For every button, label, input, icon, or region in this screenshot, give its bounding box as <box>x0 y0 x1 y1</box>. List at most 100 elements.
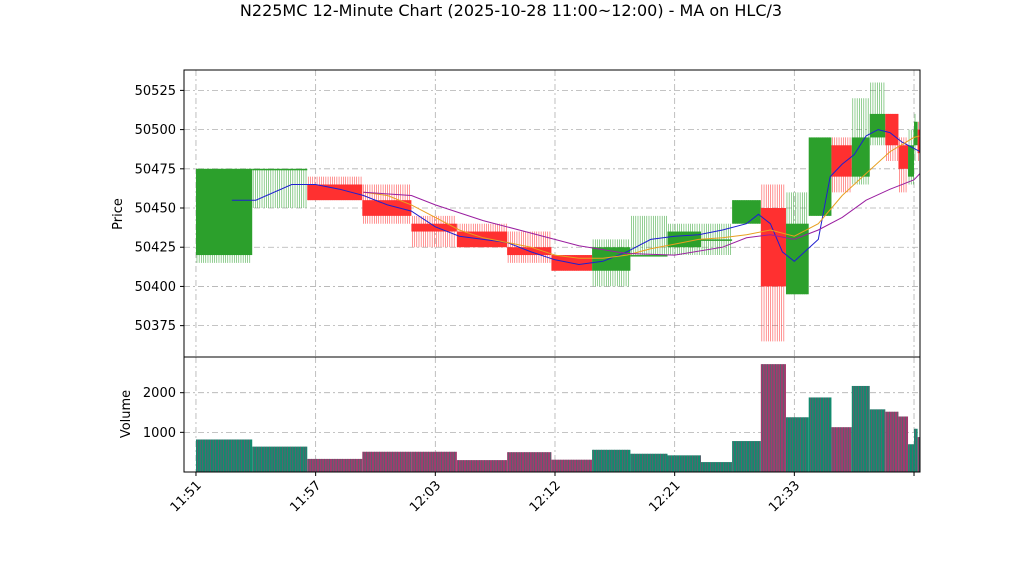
volume-grid <box>184 357 920 472</box>
candle-body <box>917 129 920 154</box>
candle-body <box>307 184 363 201</box>
volume-bar <box>456 460 508 472</box>
candle-down <box>411 215 457 248</box>
volume-bar-body <box>851 385 870 472</box>
x-axis-ticks: 11:51 11:57 12:03 12:12 12:21 12:33 <box>168 472 915 515</box>
volume-bar <box>667 455 701 472</box>
volume-bar-body <box>411 451 457 472</box>
price-y-ticks: 50375 50400 50425 50450 50475 50500 50525 <box>135 84 184 334</box>
volume-bar <box>411 451 457 472</box>
x-tick-label: 11:51 <box>168 478 205 515</box>
volume-bar-body <box>785 417 809 472</box>
candle-up <box>808 137 832 216</box>
volume-bar-body <box>760 364 786 472</box>
volume-bar <box>592 449 631 472</box>
candle-down <box>831 137 852 193</box>
candle-up <box>667 223 701 256</box>
volume-bar-body <box>195 439 253 472</box>
volume-bar <box>908 444 915 472</box>
volume-bar-body <box>869 409 886 472</box>
x-tick-label: 12:33 <box>766 478 803 515</box>
volume-bar-body <box>362 451 412 472</box>
volume-bar <box>732 441 761 472</box>
volume-bar <box>362 451 412 472</box>
candle-up <box>630 215 668 257</box>
volume-bar <box>507 452 552 472</box>
candle-up <box>869 82 886 146</box>
price-tick-label: 50450 <box>135 202 176 217</box>
x-tick-label: 12:03 <box>407 478 444 515</box>
moving-average-lines <box>231 129 921 266</box>
price-axis-label: Price <box>111 198 126 230</box>
volume-bar <box>195 439 253 472</box>
price-panel: 50375 50400 50425 50450 50475 50500 50525 Pric… <box>111 69 921 358</box>
candle-body <box>630 255 668 257</box>
candle-body <box>362 200 412 216</box>
volume-bar <box>831 427 852 472</box>
volume-bar <box>307 458 363 472</box>
volume-bar <box>914 428 918 472</box>
candle-down <box>760 184 786 342</box>
moving-average-line <box>363 135 921 259</box>
candle-body <box>885 113 899 146</box>
x-tick-label: 12:12 <box>527 478 564 515</box>
candle-body <box>252 168 308 171</box>
volume-bar-body <box>667 455 701 472</box>
volume-bar <box>785 417 809 472</box>
volume-bar-body <box>898 416 909 472</box>
candle-body <box>700 239 733 241</box>
candle-body <box>908 145 915 177</box>
price-tick-label: 50475 <box>135 162 176 177</box>
candle-down <box>456 223 508 248</box>
volume-bar-body <box>808 397 832 472</box>
chart-title: N225MC 12-Minute Chart (2025-10-28 11:00… <box>240 1 782 20</box>
price-tick-label: 50425 <box>135 241 176 256</box>
candle-body <box>195 168 253 256</box>
volume-bar <box>851 385 870 472</box>
volume-bars <box>195 364 920 472</box>
price-tick-label: 50525 <box>135 84 176 99</box>
volume-bar <box>760 364 786 472</box>
price-tick-label: 50400 <box>135 280 176 295</box>
x-tick-label: 11:57 <box>287 478 324 515</box>
candle-body <box>851 137 870 177</box>
candle-up <box>732 200 761 224</box>
candle-body <box>411 223 457 232</box>
price-tick-label: 50375 <box>135 319 176 334</box>
volume-bar <box>917 437 920 472</box>
x-tick-label: 12:21 <box>646 478 683 515</box>
volume-bar <box>252 446 308 472</box>
candle-body <box>898 145 909 169</box>
candles <box>195 82 920 342</box>
volume-axis-label: Volume <box>119 390 134 438</box>
candle-body <box>732 200 761 224</box>
volume-bar <box>898 416 909 472</box>
volume-bar-body <box>917 437 920 472</box>
volume-bar-body <box>908 444 915 472</box>
candle-body <box>831 145 852 177</box>
volume-bar-body <box>700 462 733 472</box>
volume-frame <box>183 356 921 473</box>
volume-tick-label: 1000 <box>143 426 176 441</box>
volume-bar <box>808 397 832 472</box>
volume-panel: 1000 2000 Volume <box>119 356 921 473</box>
candle-up <box>592 239 631 287</box>
candle-down <box>917 121 920 161</box>
candle-body <box>760 208 786 287</box>
candle-body <box>592 247 631 271</box>
volume-bar <box>551 459 593 472</box>
candle-body <box>914 121 918 146</box>
candle-up <box>195 168 253 263</box>
volume-tick-label: 2000 <box>143 386 176 401</box>
candle-up <box>851 98 870 185</box>
volume-bar-body <box>831 427 852 472</box>
price-tick-label: 50500 <box>135 123 176 138</box>
candle-body <box>808 137 832 216</box>
volume-y-ticks: 1000 2000 <box>143 386 184 441</box>
candle-body <box>869 113 886 138</box>
moving-average-line <box>363 173 921 256</box>
candle-down <box>362 184 412 224</box>
volume-bar <box>630 453 668 472</box>
moving-average-line <box>231 129 921 266</box>
